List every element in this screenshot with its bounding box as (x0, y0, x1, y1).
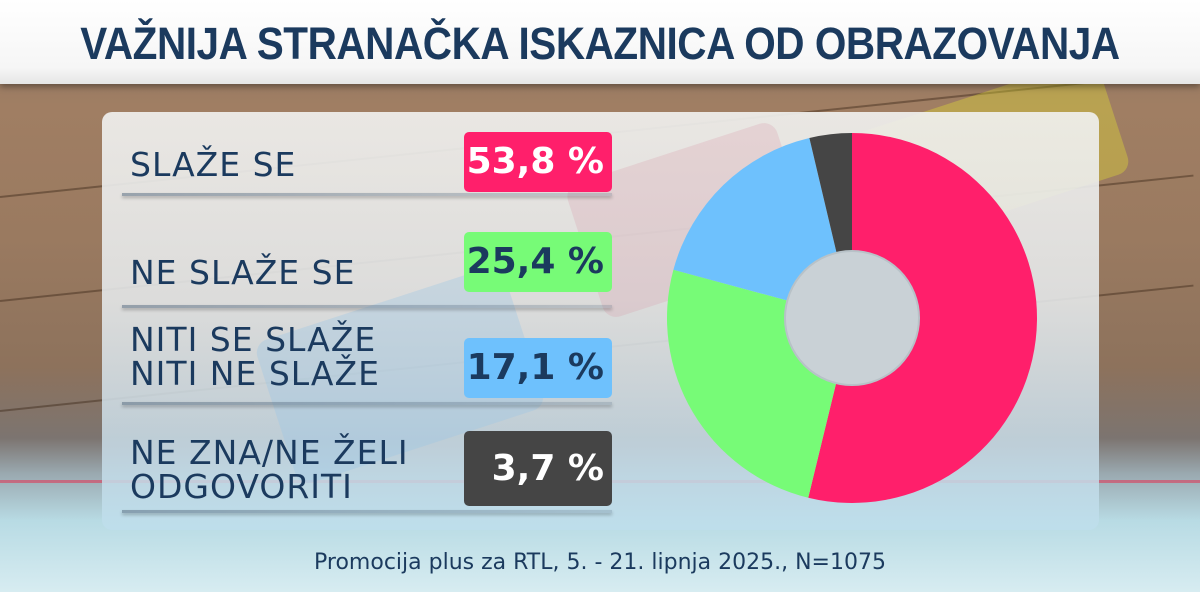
donut-slice (673, 137, 837, 301)
value-badge: 25,4 % (464, 232, 612, 292)
row-divider (122, 510, 612, 513)
donut-slice (809, 133, 852, 253)
legend-row-dont-know: NE ZNA/NE ŽELI ODGOVORITI 3,7 % (102, 428, 612, 513)
value-badge: 17,1 % (464, 338, 612, 398)
legend-label: NE ZNA/NE ŽELI ODGOVORITI (130, 433, 409, 506)
row-divider (122, 402, 612, 405)
donut-slice (808, 133, 1037, 503)
legend-row-disagree: NE SLAŽE SE 25,4 % (102, 231, 612, 308)
donut-hole (784, 250, 920, 386)
chart-title: VAŽNIJA STRANAČKA ISKAZNICA OD OBRAZOVAN… (80, 18, 1120, 69)
source-footnote: Promocija plus za RTL, 5. - 21. lipnja 2… (314, 550, 886, 575)
value-badge: 53,8 % (464, 132, 612, 192)
row-divider (122, 305, 612, 308)
donut-chart (667, 133, 1037, 503)
legend-label: NE SLAŽE SE (130, 253, 356, 292)
legend-label: NITI SE SLAŽE NITI NE SLAŽE (130, 320, 380, 393)
title-bar: VAŽNIJA STRANAČKA ISKAZNICA OD OBRAZOVAN… (0, 0, 1200, 84)
legend-row-neutral: NITI SE SLAŽE NITI NE SLAŽE 17,1 % (102, 318, 612, 406)
row-divider (122, 193, 612, 196)
value-badge: 3,7 % (464, 431, 612, 506)
legend-row-agree: SLAŽE SE 53,8 % (102, 131, 612, 199)
donut-slice (667, 269, 837, 498)
legend-label: SLAŽE SE (130, 145, 297, 184)
